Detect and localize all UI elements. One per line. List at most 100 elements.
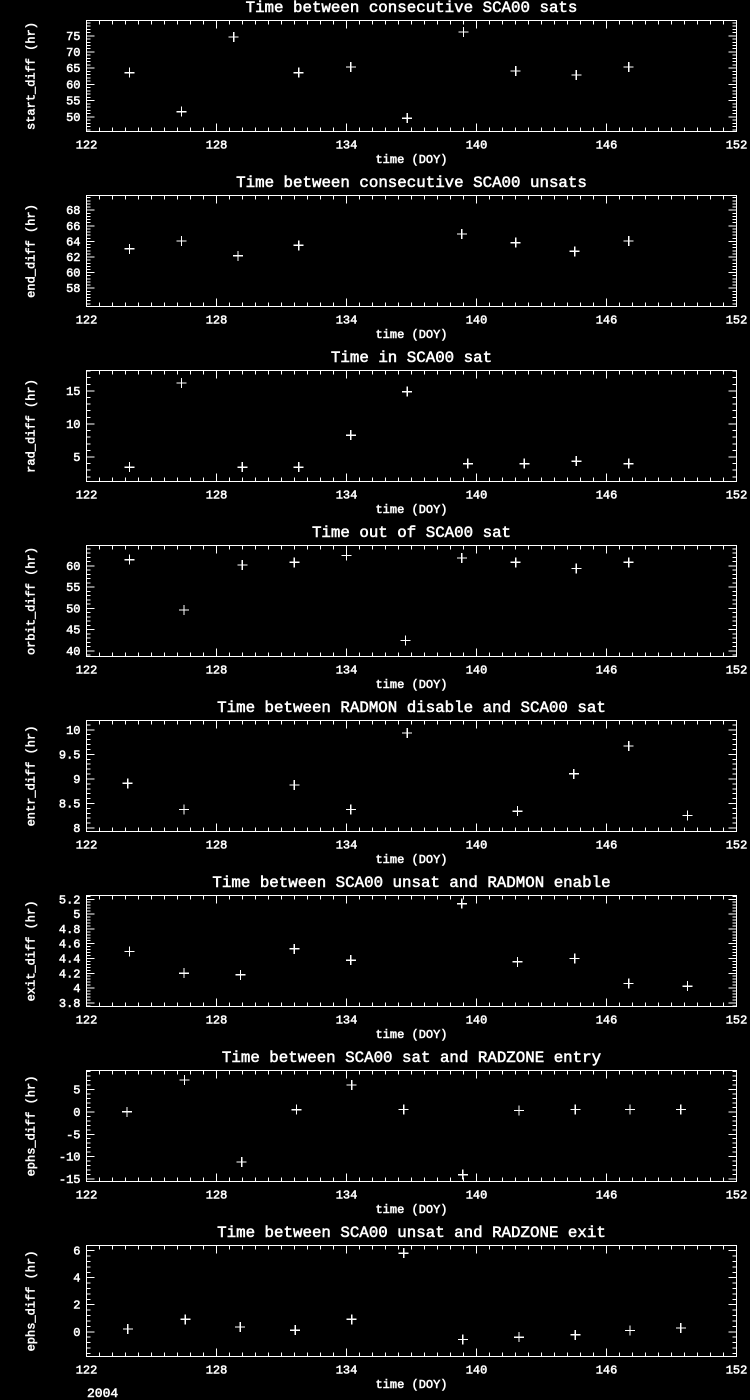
svg-text:-10: -10 — [59, 1151, 81, 1165]
svg-text:140: 140 — [466, 1014, 488, 1028]
svg-text:60: 60 — [66, 78, 80, 92]
svg-text:70: 70 — [66, 46, 80, 60]
svg-text:5: 5 — [73, 908, 80, 922]
svg-text:146: 146 — [596, 1364, 618, 1378]
svg-text:55: 55 — [66, 581, 80, 595]
svg-text:2004: 2004 — [87, 1386, 118, 1400]
svg-text:152: 152 — [726, 489, 748, 503]
svg-text:orbit_diff (hr): orbit_diff (hr) — [25, 547, 39, 655]
svg-text:152: 152 — [726, 139, 748, 153]
svg-text:6: 6 — [73, 1245, 80, 1259]
svg-text:122: 122 — [76, 1014, 98, 1028]
svg-text:time (DOY): time (DOY) — [375, 153, 447, 167]
svg-text:2: 2 — [73, 1299, 80, 1313]
svg-text:128: 128 — [206, 839, 228, 853]
svg-text:start_diff (hr): start_diff (hr) — [25, 22, 39, 130]
svg-text:Time between consecutive SCA00: Time between consecutive SCA00 unsats — [236, 174, 587, 192]
svg-text:Time between SCA00 sat and RAD: Time between SCA00 sat and RADZONE entry — [222, 1049, 601, 1067]
svg-text:140: 140 — [466, 1189, 488, 1203]
svg-text:134: 134 — [336, 489, 358, 503]
svg-text:4.2: 4.2 — [59, 967, 81, 981]
svg-text:128: 128 — [206, 489, 228, 503]
svg-text:134: 134 — [336, 139, 358, 153]
svg-text:rad_diff (hr): rad_diff (hr) — [25, 379, 39, 473]
svg-text:68: 68 — [66, 204, 80, 218]
svg-text:4.8: 4.8 — [59, 923, 81, 937]
svg-text:140: 140 — [466, 139, 488, 153]
svg-text:10: 10 — [66, 418, 80, 432]
svg-text:134: 134 — [336, 664, 358, 678]
svg-text:55: 55 — [66, 95, 80, 109]
svg-text:140: 140 — [466, 489, 488, 503]
svg-text:140: 140 — [466, 664, 488, 678]
svg-text:4: 4 — [73, 1272, 80, 1286]
svg-text:146: 146 — [596, 489, 618, 503]
svg-text:60: 60 — [66, 267, 80, 281]
svg-text:122: 122 — [76, 664, 98, 678]
svg-text:9: 9 — [73, 773, 80, 787]
svg-text:8: 8 — [73, 822, 80, 836]
svg-text:ephs_diff (hr): ephs_diff (hr) — [25, 1076, 39, 1177]
svg-text:152: 152 — [726, 1364, 748, 1378]
svg-text:152: 152 — [726, 1189, 748, 1203]
svg-text:time (DOY): time (DOY) — [375, 328, 447, 342]
svg-text:62: 62 — [66, 251, 80, 265]
svg-text:128: 128 — [206, 664, 228, 678]
svg-text:40: 40 — [66, 645, 80, 659]
svg-text:8.5: 8.5 — [59, 798, 81, 812]
svg-text:10: 10 — [66, 724, 80, 738]
svg-text:134: 134 — [336, 314, 358, 328]
svg-text:0: 0 — [73, 1106, 80, 1120]
svg-text:3.8: 3.8 — [59, 997, 81, 1011]
svg-text:146: 146 — [596, 314, 618, 328]
svg-text:152: 152 — [726, 1014, 748, 1028]
svg-text:15: 15 — [66, 385, 80, 399]
svg-text:128: 128 — [206, 1014, 228, 1028]
svg-text:5: 5 — [73, 451, 80, 465]
svg-text:exit_diff (hr): exit_diff (hr) — [25, 901, 39, 1002]
svg-text:140: 140 — [466, 839, 488, 853]
svg-text:128: 128 — [206, 1189, 228, 1203]
svg-text:134: 134 — [336, 1189, 358, 1203]
svg-text:128: 128 — [206, 1364, 228, 1378]
svg-text:5: 5 — [73, 1084, 80, 1098]
svg-text:146: 146 — [596, 139, 618, 153]
svg-text:146: 146 — [596, 664, 618, 678]
svg-text:128: 128 — [206, 314, 228, 328]
svg-text:64: 64 — [66, 235, 80, 249]
svg-text:122: 122 — [76, 139, 98, 153]
svg-text:134: 134 — [336, 1014, 358, 1028]
svg-text:Time between RADMON disable an: Time between RADMON disable and SCA00 sa… — [217, 699, 606, 717]
svg-text:time (DOY): time (DOY) — [375, 678, 447, 692]
svg-text:128: 128 — [206, 139, 228, 153]
svg-text:152: 152 — [726, 314, 748, 328]
svg-text:45: 45 — [66, 624, 80, 638]
svg-text:time (DOY): time (DOY) — [375, 853, 447, 867]
svg-text:9.5: 9.5 — [59, 748, 81, 762]
svg-text:-15: -15 — [59, 1173, 81, 1187]
svg-text:Time in SCA00 sat: Time in SCA00 sat — [331, 349, 492, 367]
svg-text:50: 50 — [66, 602, 80, 616]
svg-text:146: 146 — [596, 1189, 618, 1203]
svg-text:58: 58 — [66, 282, 80, 296]
svg-text:-5: -5 — [66, 1128, 80, 1142]
svg-text:140: 140 — [466, 1364, 488, 1378]
svg-text:time (DOY): time (DOY) — [375, 1203, 447, 1217]
svg-text:146: 146 — [596, 1014, 618, 1028]
svg-text:4.6: 4.6 — [59, 938, 81, 952]
svg-text:5.2: 5.2 — [59, 893, 81, 907]
svg-text:152: 152 — [726, 664, 748, 678]
svg-text:122: 122 — [76, 314, 98, 328]
svg-text:0: 0 — [73, 1326, 80, 1340]
svg-text:50: 50 — [66, 111, 80, 125]
svg-text:time (DOY): time (DOY) — [375, 1378, 447, 1392]
svg-text:122: 122 — [76, 1189, 98, 1203]
svg-text:60: 60 — [66, 560, 80, 574]
svg-text:Time between consecutive SCA00: Time between consecutive SCA00 sats — [246, 0, 578, 17]
svg-text:Time between SCA00 unsat and R: Time between SCA00 unsat and RADMON enab… — [212, 874, 610, 892]
svg-text:140: 140 — [466, 314, 488, 328]
svg-text:time (DOY): time (DOY) — [375, 503, 447, 517]
svg-text:time (DOY): time (DOY) — [375, 1028, 447, 1042]
svg-text:152: 152 — [726, 839, 748, 853]
svg-text:end_diff (hr): end_diff (hr) — [25, 204, 39, 298]
